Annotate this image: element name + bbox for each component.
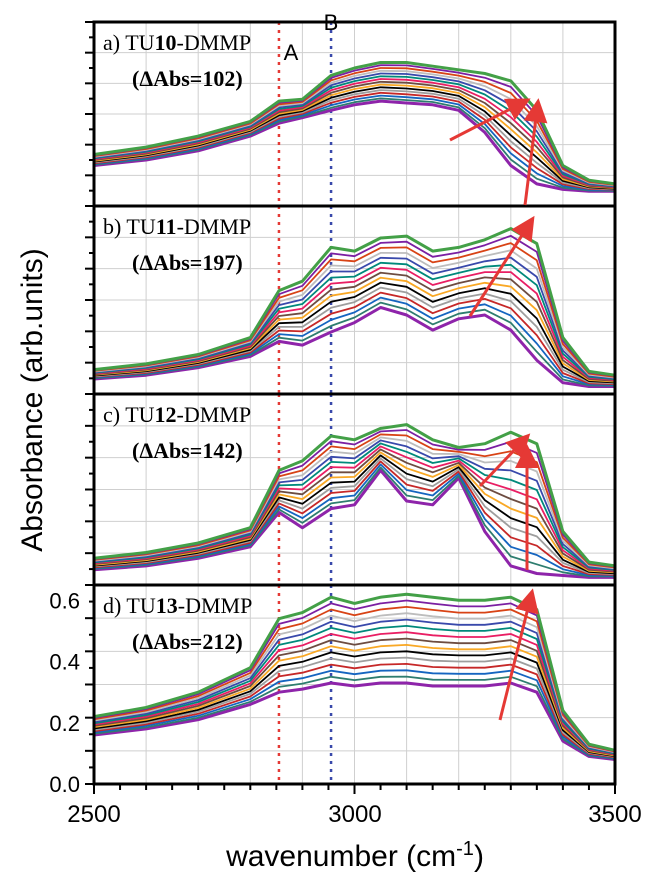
spectrum-line <box>93 436 616 570</box>
spectrum-line <box>93 468 615 579</box>
y-axis-label: Absorbance (arb.units) <box>16 248 49 552</box>
spectrum-line <box>93 606 616 753</box>
panel-delta-abs: (ΔAbs=197) <box>132 250 243 275</box>
y-tick-label: 0.4 <box>49 650 80 675</box>
spectrum-line <box>93 423 616 568</box>
panel-2: c) TU12-DMMP (ΔAbs=142) <box>85 392 617 587</box>
panel-label: a) TU10-DMMP <box>103 30 251 55</box>
spectrum-line <box>93 612 616 754</box>
x-axis-label-main: wavenumber (cm <box>225 840 456 873</box>
spectrum-line <box>93 592 616 752</box>
x-axis-label: wavenumber (cm-1) <box>225 838 484 873</box>
panel-label: b) TU11-DMMP <box>103 214 251 239</box>
spectrum-line <box>93 463 616 577</box>
x-tick-labels: 2500 3000 3500 <box>67 801 641 828</box>
spectrum-line <box>93 80 616 189</box>
spectrum-line <box>93 67 616 186</box>
panel-3: 0.0 0.2 0.4 0.6 d) TU13-DMMP (ΔAbs=212) <box>49 583 617 797</box>
spectrum-line <box>93 445 616 572</box>
panels: a) TU10-DMMP(ΔAbs=102)b) TU11-DMMP(ΔAbs=… <box>49 20 617 797</box>
spectrum-line <box>93 94 616 192</box>
spectrum-line <box>93 439 616 571</box>
panel-label-bold: 12 <box>155 402 177 427</box>
spectrum-line <box>93 266 616 381</box>
spectrum-line <box>93 669 616 760</box>
y-tick-label: 0.6 <box>49 588 80 613</box>
panel-label-prefix: a) TU <box>103 30 155 55</box>
spectrum-line <box>93 99 615 193</box>
spectrum-line <box>93 256 616 380</box>
x-axis-label-superscript: -1 <box>456 838 474 860</box>
ref-line-label-a: A <box>284 40 299 65</box>
growth-arrow <box>523 98 548 206</box>
spectrum-line <box>93 242 616 378</box>
spectrum-line <box>93 72 616 187</box>
spectrum-line <box>93 457 616 575</box>
spectrum-line <box>93 663 616 759</box>
panel-label-prefix: c) TU <box>103 402 155 427</box>
spectrum-line <box>93 75 616 188</box>
spectrum-line <box>93 644 616 757</box>
panel-label-bold: 11 <box>156 214 177 239</box>
growth-arrow <box>449 98 531 142</box>
spectrum-line <box>93 618 616 754</box>
spectrum-line <box>93 78 616 188</box>
y-tick-label: 0.2 <box>49 711 80 736</box>
spectrum-line <box>93 281 616 384</box>
spectrum-line <box>93 271 616 382</box>
spectrum-line <box>93 261 616 381</box>
x-tick-label-3500: 3500 <box>588 801 641 828</box>
spectrum-line <box>93 650 616 758</box>
spectrum-line <box>93 286 616 385</box>
spectrum-line <box>93 296 616 386</box>
y-tick-label: 0.0 <box>49 772 80 797</box>
x-tick-label-2500: 2500 <box>67 801 120 828</box>
panel-label-suffix: -DMMP <box>177 214 252 239</box>
spectrum-line <box>93 448 616 573</box>
x-tick-label-3000: 3000 <box>328 801 381 828</box>
spectrum-line <box>93 97 616 192</box>
spectrum-line <box>93 86 616 190</box>
panel-label-bold: 13 <box>156 593 178 618</box>
growth-arrow <box>468 215 535 317</box>
spectrum-line <box>93 442 616 571</box>
spectrum-line <box>93 69 616 187</box>
panel-label-suffix: -DMMP <box>177 402 252 427</box>
panel-label: c) TU12-DMMP <box>103 402 251 427</box>
panel-delta-abs: (ΔAbs=212) <box>132 629 243 654</box>
spectrum-line <box>93 291 616 385</box>
spectrum-line <box>93 227 616 377</box>
panel-label-suffix: -DMMP <box>178 593 253 618</box>
spectrum-line <box>93 249 616 379</box>
panel-label-prefix: b) TU <box>103 214 156 239</box>
panel-label-bold: 10 <box>155 30 177 55</box>
spectrum-line <box>93 91 616 191</box>
ref-line-label-b: B <box>324 10 339 35</box>
spectrum-line <box>93 631 616 756</box>
spectrum-line <box>93 675 616 760</box>
spectrum-line <box>93 625 616 755</box>
spectrum-line <box>93 681 616 761</box>
panel-delta-abs: (ΔAbs=102) <box>132 66 243 91</box>
panel-1: b) TU11-DMMP (ΔAbs=197) <box>85 204 617 396</box>
spectrum-line <box>93 466 616 578</box>
spectrum-line <box>93 83 616 189</box>
spectrum-line <box>93 656 616 758</box>
spectrum-line <box>93 276 616 383</box>
spectrum-line <box>93 89 616 191</box>
spectrum-line <box>93 306 615 388</box>
spectrum-line <box>93 454 616 575</box>
x-axis-label-close: ) <box>474 840 484 873</box>
panel-label-prefix: d) TU <box>103 593 156 618</box>
panel-delta-abs: (ΔAbs=142) <box>132 438 243 463</box>
spectrum-line <box>93 433 616 569</box>
growth-arrow <box>498 588 539 721</box>
spectrum-line <box>93 301 616 387</box>
spectrum-line <box>93 637 616 756</box>
panel-label: d) TU13-DMMP <box>103 593 252 618</box>
spectrum-line <box>93 451 616 574</box>
panel-label-suffix: -DMMP <box>177 30 252 55</box>
spectrum-line <box>93 460 616 576</box>
